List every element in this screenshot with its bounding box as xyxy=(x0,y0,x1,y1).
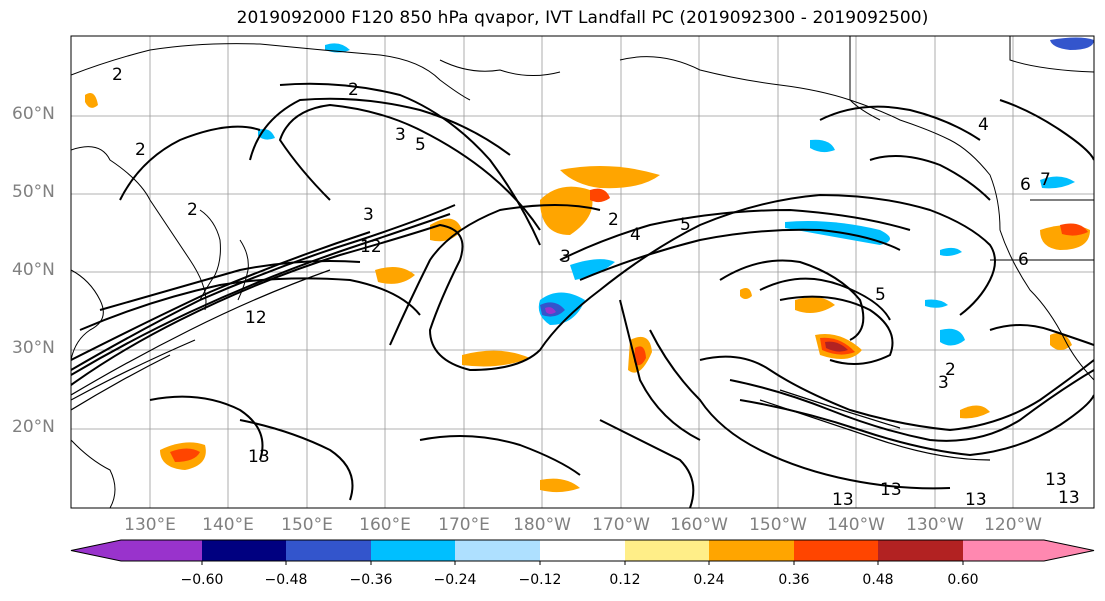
colorbar-segment xyxy=(709,540,794,561)
contour-labels: 2 2 2 2 2 3 3 3 4 5 5 4 5 6 6 7 12 12 13… xyxy=(112,65,1080,510)
contour-label: 12 xyxy=(360,237,382,257)
contour-label: 12 xyxy=(245,308,267,328)
contour-label: 3 xyxy=(363,205,374,225)
colorbar-tick-label: 0.60 xyxy=(947,572,979,588)
colorbar-segment xyxy=(540,540,625,561)
colorbar-tick-label: 0.12 xyxy=(609,572,641,588)
colorbar-outline xyxy=(70,539,1095,562)
lon-label: 130°E xyxy=(124,515,176,535)
lat-label: 50°N xyxy=(12,182,55,202)
moisture-anomaly-positive xyxy=(540,186,593,235)
lat-label: 40°N xyxy=(12,260,55,280)
contour-label: 6 xyxy=(1020,175,1031,195)
lat-label: 60°N xyxy=(12,104,55,124)
lat-label: 20°N xyxy=(12,417,55,437)
colorbar-tick-label: −0.48 xyxy=(264,572,308,588)
contour-label: 3 xyxy=(395,125,406,145)
colorbar-tick-label: −0.60 xyxy=(180,572,224,588)
colorbar-tick-label: 0.36 xyxy=(778,572,810,588)
coastlines xyxy=(71,36,1094,508)
colorbar-segment xyxy=(878,540,963,561)
contour-label: 3 xyxy=(938,373,949,393)
colorbar-segment xyxy=(794,540,878,561)
colorbar-segment xyxy=(202,540,286,561)
colorbar-segment xyxy=(71,540,202,561)
colorbar-tick-label: −0.12 xyxy=(518,572,562,588)
contour-label: 5 xyxy=(415,135,426,155)
lon-label: 120°W xyxy=(984,515,1042,535)
lon-label: 180°W xyxy=(513,515,571,535)
contour-label: 2 xyxy=(348,80,359,100)
colorbar-segment xyxy=(286,540,371,561)
ivt-contours-thin xyxy=(71,269,991,461)
lon-label: 140°W xyxy=(827,515,885,535)
contour-label: 5 xyxy=(875,285,886,305)
colorbar xyxy=(70,539,1095,565)
contour-label: 13 xyxy=(248,447,270,467)
contour-label: 6 xyxy=(1018,250,1029,270)
colorbar-segment xyxy=(455,540,540,561)
contour-label: 13 xyxy=(965,490,987,510)
lon-label: 150°W xyxy=(749,515,807,535)
colorbar-tick-label: −0.24 xyxy=(433,572,477,588)
colorbar-segment xyxy=(371,540,455,561)
lon-label: 150°E xyxy=(281,515,333,535)
contour-label: 3 xyxy=(560,247,571,267)
qvapor-shading xyxy=(85,37,1094,493)
contour-label: 2 xyxy=(135,140,146,160)
lon-label: 140°E xyxy=(202,515,254,535)
lon-label: 160°W xyxy=(670,515,728,535)
contour-label: 4 xyxy=(630,225,641,245)
colorbar-tick-label: 0.48 xyxy=(862,572,894,588)
colorbar-tick-label: 0.24 xyxy=(693,572,725,588)
map-title: 2019092000 F120 850 hPa qvapor, IVT Land… xyxy=(236,8,929,28)
lon-label: 160°E xyxy=(359,515,411,535)
contour-label: 13 xyxy=(880,480,902,500)
contour-label: 2 xyxy=(112,65,123,85)
contour-label: 13 xyxy=(1045,470,1067,490)
gridlines xyxy=(71,36,1094,508)
lon-label: 170°E xyxy=(438,515,490,535)
colorbar-segment xyxy=(963,540,1094,561)
colorbar-segment xyxy=(625,540,709,561)
contour-label: 5 xyxy=(680,215,691,235)
contour-label: 13 xyxy=(832,490,854,510)
contour-label: 2 xyxy=(608,210,619,230)
lat-label: 30°N xyxy=(12,338,55,358)
ivt-contours xyxy=(71,82,1094,508)
contour-label: 4 xyxy=(978,115,989,135)
lon-label: 170°W xyxy=(592,515,650,535)
contour-label: 13 xyxy=(1058,488,1080,508)
colorbar-tick-label: −0.36 xyxy=(349,572,393,588)
contour-label: 7 xyxy=(1040,170,1051,190)
contour-label: 2 xyxy=(187,200,198,220)
contour-label: 2 xyxy=(945,360,956,380)
lon-label: 130°W xyxy=(906,515,964,535)
